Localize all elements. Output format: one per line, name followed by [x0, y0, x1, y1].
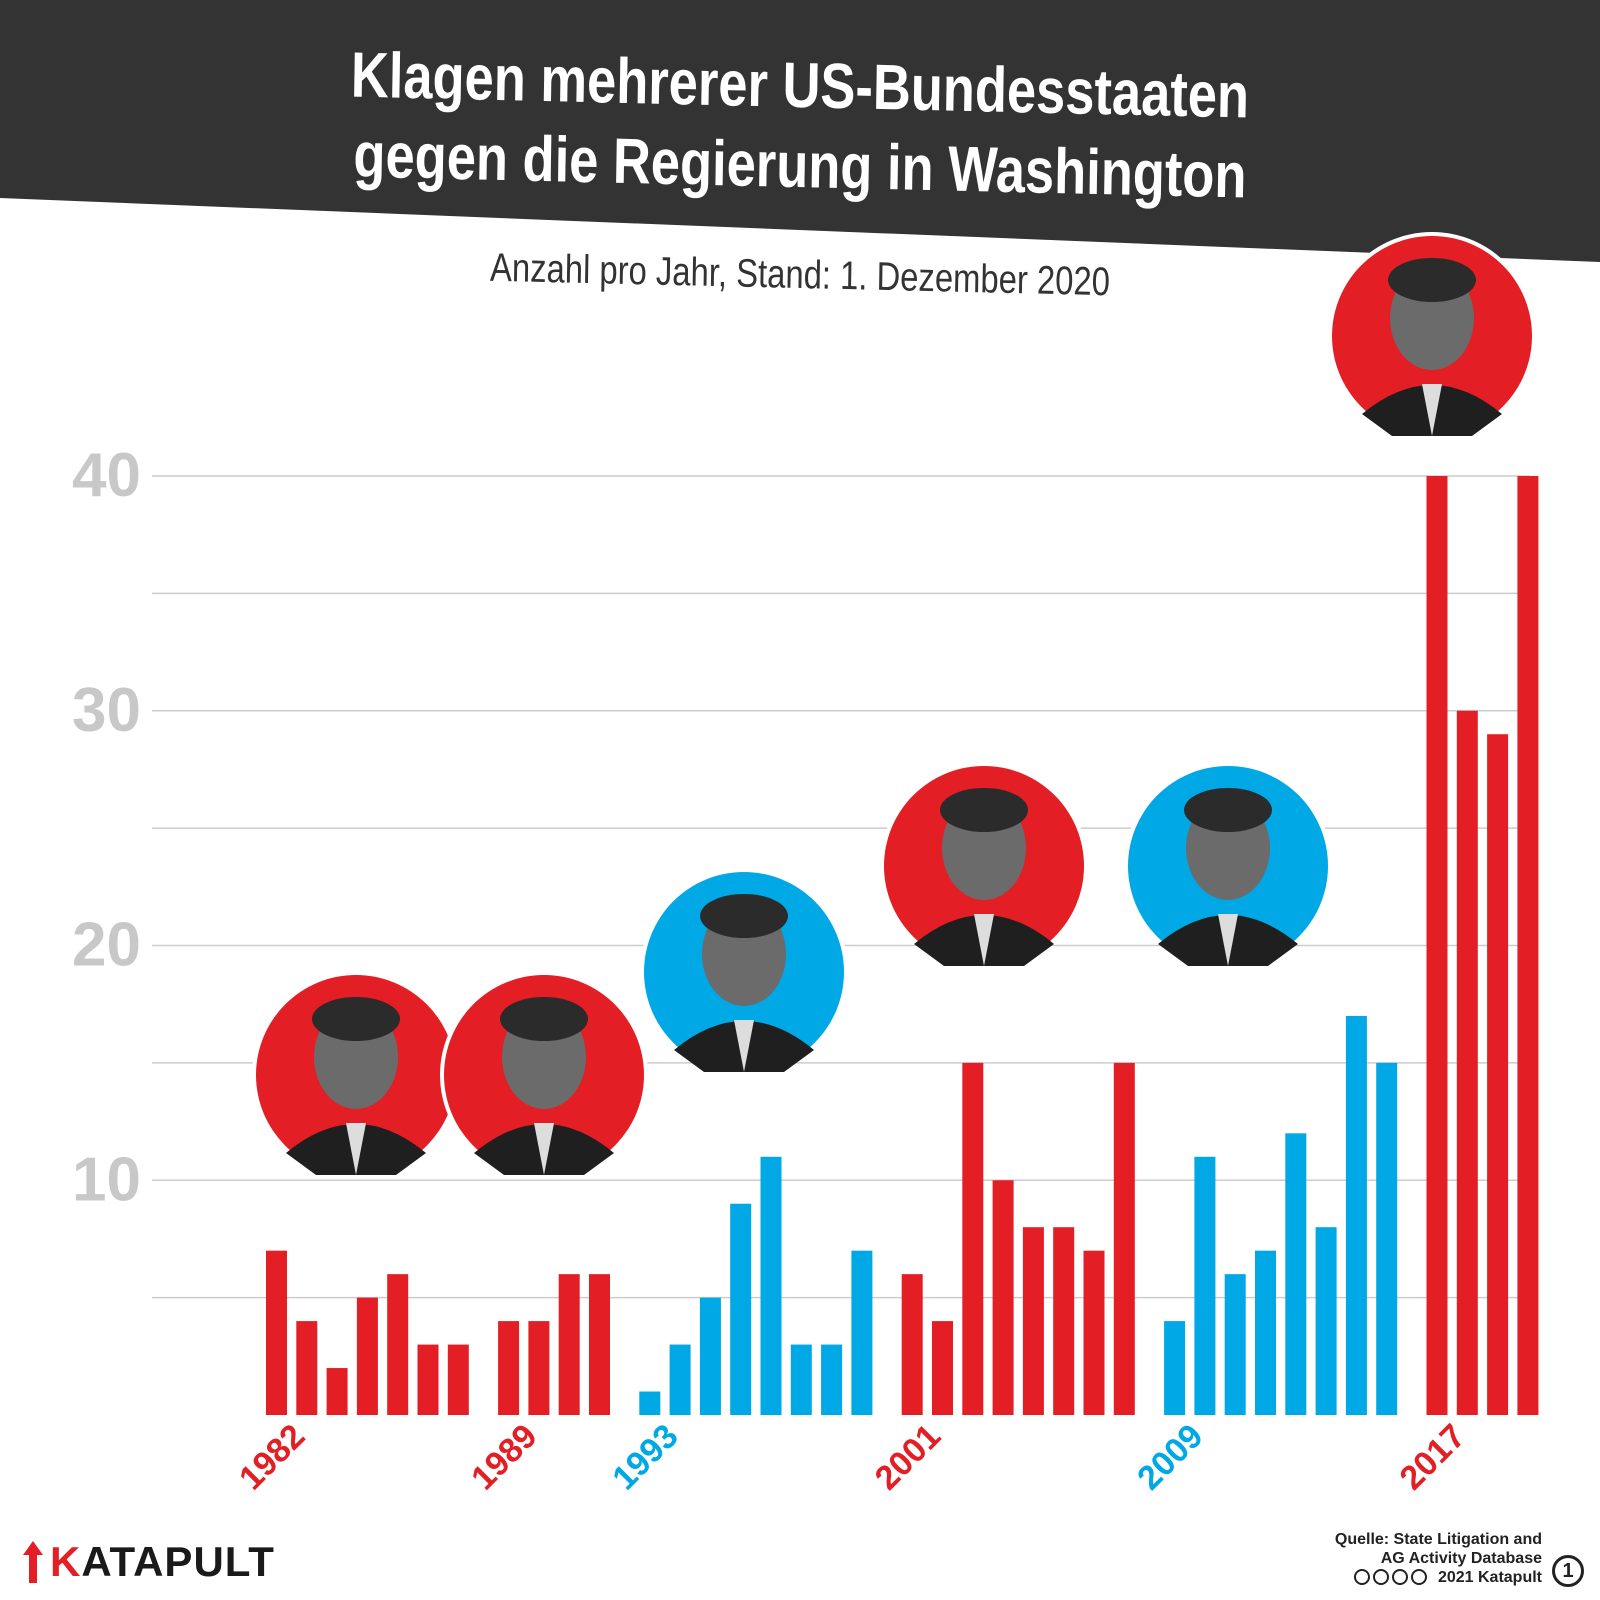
portrait-2017 — [1328, 232, 1536, 440]
president-portraits — [252, 232, 1536, 1179]
bar-2006 — [1053, 1227, 1075, 1415]
bar-2007 — [1083, 1250, 1105, 1415]
bar-1986 — [387, 1274, 409, 1415]
logo-k: K — [50, 1538, 82, 1585]
y-tick-label: 30 — [72, 676, 141, 745]
y-axis-ticks: 10 20 30 40 — [72, 441, 141, 1214]
bar-2018 — [1456, 710, 1478, 1415]
x-label-2017: 2017 — [1393, 1417, 1473, 1497]
bar-1997 — [760, 1156, 782, 1415]
source-line-1: Quelle: State Litigation and — [1334, 1531, 1542, 1548]
bar-1990 — [528, 1321, 550, 1415]
bar-2008 — [1113, 1062, 1135, 1415]
bar-2019 — [1487, 734, 1509, 1415]
bar-2017 — [1426, 476, 1448, 1415]
bar-1983 — [296, 1321, 318, 1415]
bar-1992 — [589, 1274, 610, 1415]
logo-wordmark: KATAPULT — [50, 1538, 275, 1586]
logo-rest: ATAPULT — [81, 1538, 275, 1585]
x-label-2009: 2009 — [1130, 1417, 1210, 1497]
portrait-2001 — [880, 762, 1088, 970]
bar-1987 — [417, 1344, 439, 1415]
bar-2003 — [962, 1062, 984, 1415]
bar-2015 — [1345, 1015, 1367, 1415]
bar-1991 — [558, 1274, 580, 1415]
portrait-1989 — [440, 971, 648, 1179]
portrait-1982 — [252, 971, 460, 1179]
bar-2011 — [1224, 1274, 1246, 1415]
copyright-text: 2021 Katapult — [1437, 1569, 1542, 1586]
x-label-2001: 2001 — [868, 1417, 948, 1497]
bar-2009 — [1164, 1321, 1186, 1415]
catapult-icon — [23, 1541, 43, 1583]
bar-2014 — [1315, 1227, 1337, 1415]
bar-2002 — [932, 1321, 953, 1415]
title-banner — [0, 0, 1600, 262]
bar-1984 — [326, 1368, 348, 1415]
x-label-1993: 1993 — [605, 1417, 685, 1497]
creative-commons-icons — [1353, 1569, 1427, 1585]
bar-2013 — [1285, 1133, 1307, 1415]
x-axis-labels: 1982 1989 1993 2001 2009 2017 — [232, 1417, 1473, 1497]
y-tick-label: 20 — [72, 911, 141, 980]
y-tick-label: 10 — [72, 1145, 141, 1214]
copyright-line: 2021 Katapult — [1335, 1568, 1542, 1587]
issue-number-badge: 1 — [1552, 1555, 1584, 1587]
bar-1999 — [821, 1344, 843, 1415]
x-label-1989: 1989 — [464, 1417, 544, 1497]
bar-2016 — [1376, 1062, 1398, 1415]
katapult-logo[interactable]: KATAPULT — [22, 1538, 275, 1586]
portrait-2009 — [1124, 762, 1332, 970]
bars — [266, 476, 1539, 1415]
bar-1982 — [266, 1250, 287, 1415]
bar-1989 — [498, 1321, 520, 1415]
bar-1985 — [356, 1297, 378, 1415]
bar-1993 — [639, 1391, 661, 1415]
bar-1995 — [699, 1297, 721, 1415]
bar-2012 — [1255, 1250, 1276, 1415]
bar-1998 — [790, 1344, 812, 1415]
bar-1988 — [447, 1344, 469, 1415]
bar-2020 — [1517, 476, 1539, 1415]
bar-2010 — [1194, 1156, 1216, 1415]
bar-2004 — [992, 1180, 1014, 1415]
y-tick-label: 40 — [72, 441, 141, 510]
bar-1996 — [730, 1203, 752, 1415]
source-line-2: AG Activity Database — [1380, 1550, 1542, 1567]
bar-2000 — [851, 1250, 873, 1415]
portrait-1993 — [640, 868, 848, 1076]
bar-1994 — [669, 1344, 691, 1415]
bar-2005 — [1022, 1227, 1044, 1415]
source-note: Quelle: State Litigation and AG Activity… — [1335, 1530, 1542, 1587]
x-label-1982: 1982 — [232, 1417, 312, 1497]
bar-2001 — [901, 1274, 923, 1415]
